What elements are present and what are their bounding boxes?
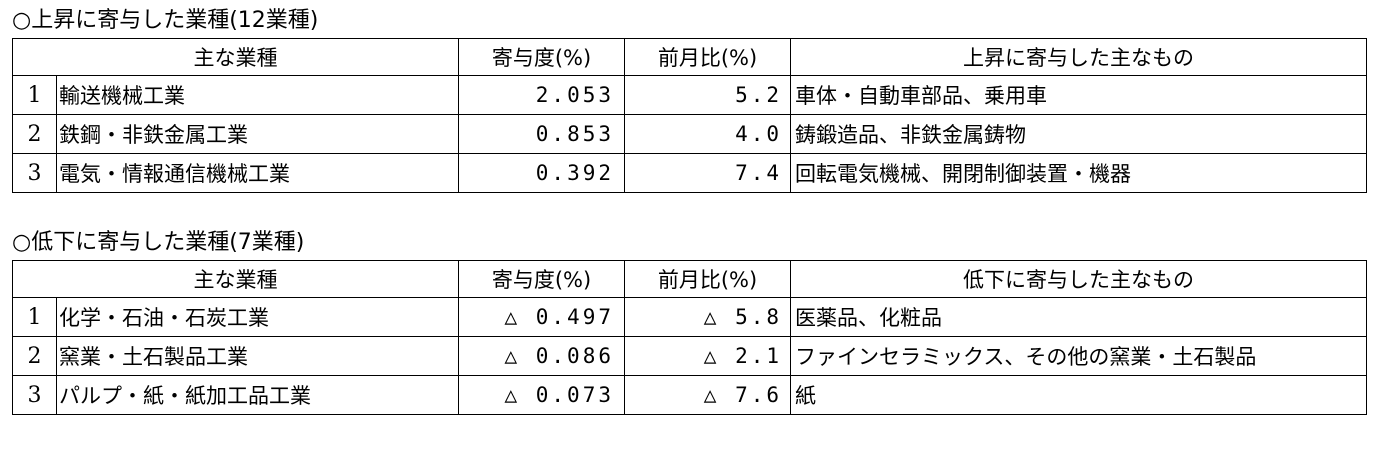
- rise-section: ○上昇に寄与した業種(12業種) 主な業種 寄与度(%) 前月比(%) 上昇に寄…: [12, 6, 1367, 193]
- fall-table: 主な業種 寄与度(%) 前月比(%) 低下に寄与した主なもの 1 化学・石油・石…: [12, 260, 1367, 415]
- contribution-value: 0.392: [458, 153, 625, 193]
- main-items: 医薬品、化粧品: [790, 297, 1367, 337]
- header-industry: 主な業種: [12, 38, 459, 76]
- mom-value: △ 5.8: [624, 297, 791, 337]
- table-row: 2 窯業・土石製品工業 △ 0.086 △ 2.1 ファインセラミックス、その他…: [12, 336, 1367, 376]
- industry-name: 窯業・土石製品工業: [56, 336, 459, 376]
- contribution-value: 0.853: [458, 114, 625, 154]
- fall-section: ○低下に寄与した業種(7業種) 主な業種 寄与度(%) 前月比(%) 低下に寄与…: [12, 228, 1367, 415]
- header-mom: 前月比(%): [624, 260, 791, 298]
- industry-name: パルプ・紙・紙加工品工業: [56, 375, 459, 415]
- row-number: 2: [12, 114, 57, 154]
- table-header-row: 主な業種 寄与度(%) 前月比(%) 上昇に寄与した主なもの: [12, 38, 1367, 76]
- table-header-row: 主な業種 寄与度(%) 前月比(%) 低下に寄与した主なもの: [12, 260, 1367, 298]
- row-number: 2: [12, 336, 57, 376]
- row-number: 3: [12, 153, 57, 193]
- main-items: ファインセラミックス、その他の窯業・土石製品: [790, 336, 1367, 376]
- mom-value: △ 2.1: [624, 336, 791, 376]
- main-items: 紙: [790, 375, 1367, 415]
- contribution-value: 2.053: [458, 75, 625, 115]
- table-row: 3 電気・情報通信機械工業 0.392 7.4 回転電気機械、開閉制御装置・機器: [12, 153, 1367, 193]
- table-row: 1 輸送機械工業 2.053 5.2 車体・自動車部品、乗用車: [12, 75, 1367, 115]
- table-row: 3 パルプ・紙・紙加工品工業 △ 0.073 △ 7.6 紙: [12, 375, 1367, 415]
- header-mom: 前月比(%): [624, 38, 791, 76]
- industry-name: 鉄鋼・非鉄金属工業: [56, 114, 459, 154]
- industry-name: 化学・石油・石炭工業: [56, 297, 459, 337]
- mom-value: 7.4: [624, 153, 791, 193]
- fall-heading: ○低下に寄与した業種(7業種): [12, 230, 305, 255]
- row-number: 3: [12, 375, 57, 415]
- main-items: 鋳鍛造品、非鉄金属鋳物: [790, 114, 1367, 154]
- table-row: 2 鉄鋼・非鉄金属工業 0.853 4.0 鋳鍛造品、非鉄金属鋳物: [12, 114, 1367, 154]
- rise-table: 主な業種 寄与度(%) 前月比(%) 上昇に寄与した主なもの 1 輸送機械工業 …: [12, 38, 1367, 193]
- header-items: 上昇に寄与した主なもの: [790, 38, 1367, 76]
- contribution-value: △ 0.086: [458, 336, 625, 376]
- mom-value: 5.2: [624, 75, 791, 115]
- mom-value: 4.0: [624, 114, 791, 154]
- contribution-value: △ 0.073: [458, 375, 625, 415]
- row-number: 1: [12, 297, 57, 337]
- table-row: 1 化学・石油・石炭工業 △ 0.497 △ 5.8 医薬品、化粧品: [12, 297, 1367, 337]
- header-contribution: 寄与度(%): [458, 260, 625, 298]
- mom-value: △ 7.6: [624, 375, 791, 415]
- industry-name: 輸送機械工業: [56, 75, 459, 115]
- contribution-value: △ 0.497: [458, 297, 625, 337]
- main-items: 回転電気機械、開閉制御装置・機器: [790, 153, 1367, 193]
- row-number: 1: [12, 75, 57, 115]
- header-contribution: 寄与度(%): [458, 38, 625, 76]
- industry-name: 電気・情報通信機械工業: [56, 153, 459, 193]
- main-items: 車体・自動車部品、乗用車: [790, 75, 1367, 115]
- header-items: 低下に寄与した主なもの: [790, 260, 1367, 298]
- header-industry: 主な業種: [12, 260, 459, 298]
- rise-heading: ○上昇に寄与した業種(12業種): [12, 8, 319, 33]
